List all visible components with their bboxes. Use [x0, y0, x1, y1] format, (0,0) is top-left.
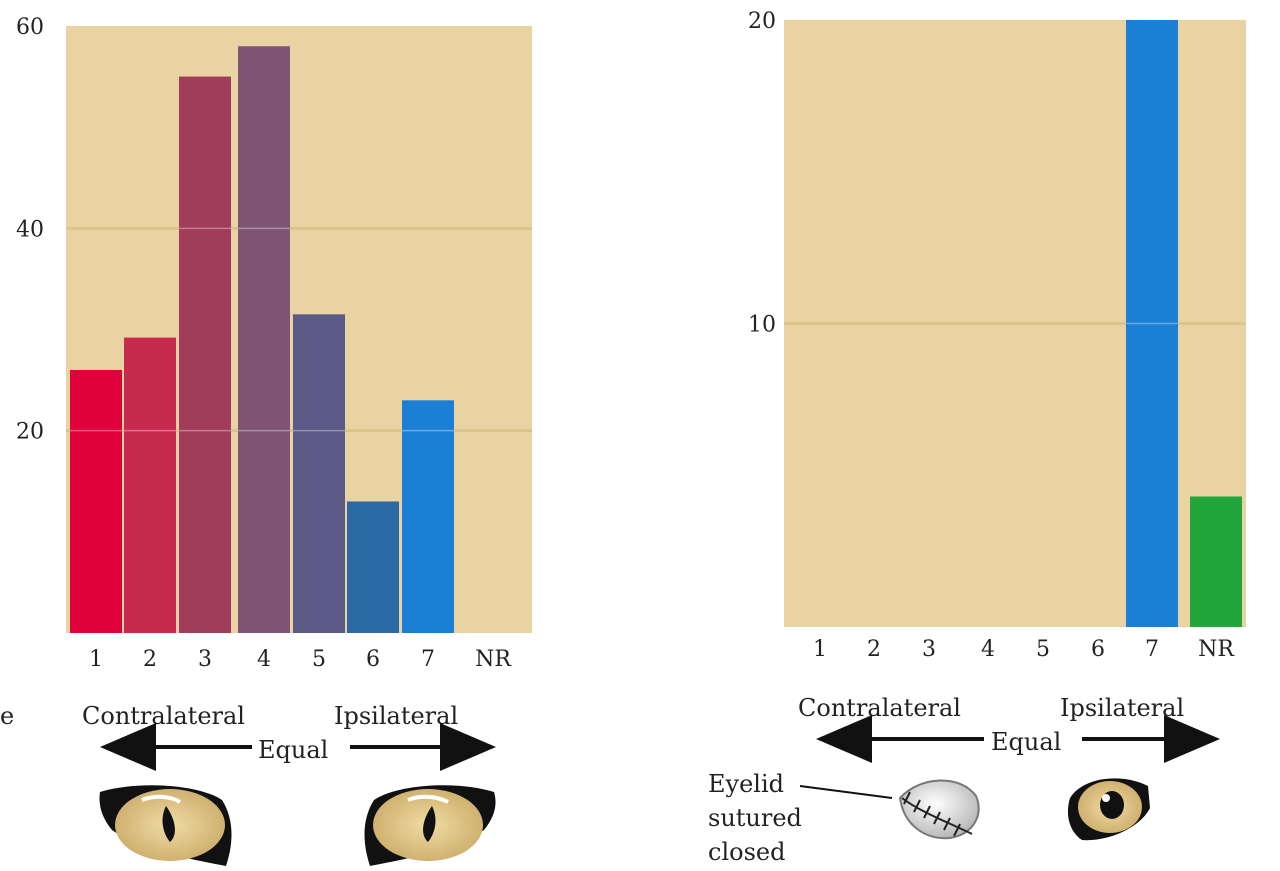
eyelid-pointer-line: [799, 785, 893, 799]
right-x-tick-4: 4: [981, 637, 995, 662]
left-x-tick-7: 7: [421, 647, 435, 672]
left-bar-3: [179, 76, 231, 634]
left-x-tick-5: 5: [312, 647, 326, 672]
left-y-tick-60: 60: [16, 15, 44, 40]
left-x-tick-2: 2: [143, 647, 157, 672]
left-x-tick-1: 1: [89, 647, 103, 672]
eyelid-note-line-2: sutured: [708, 804, 802, 832]
right-y-tick-10: 10: [748, 313, 776, 338]
right-x-tick-7: 7: [1145, 637, 1159, 662]
right-y-tick-20: 20: [748, 9, 776, 34]
left-bar-4: [238, 46, 290, 633]
right-x-tick-1: 1: [813, 637, 827, 662]
left-edge-fragment: e: [0, 702, 14, 730]
right-chart-panel: 10 20 1 2 3 4 5 6 7 NR: [748, 9, 1246, 662]
left-bar-5: [293, 314, 345, 633]
right-bar-7: [1126, 20, 1178, 627]
left-equal-label: Equal: [258, 736, 328, 764]
right-ipsilateral-label: Ipsilateral: [1060, 694, 1184, 722]
right-x-tick-6: 6: [1091, 637, 1105, 662]
right-contralateral-label: Contralateral: [798, 694, 961, 722]
left-y-tick-20: 20: [16, 420, 44, 445]
left-ipsilateral-label: Ipsilateral: [334, 702, 458, 730]
left-bar-6: [347, 501, 399, 633]
left-contralateral-label: Contralateral: [82, 702, 245, 730]
right-bar-NR: [1190, 496, 1242, 627]
left-chart-panel: 20 40 60 1 2 3 4 5 6 7 NR: [16, 15, 532, 672]
right-x-tick-2: 2: [867, 637, 881, 662]
left-bar-7: [402, 400, 454, 633]
right-x-tick-NR: NR: [1198, 637, 1235, 662]
left-bar-2: [124, 337, 176, 633]
left-open-eye-icon: [99, 785, 232, 866]
eyelid-note-line-1: Eyelid: [708, 770, 784, 798]
left-x-tick-4: 4: [257, 647, 271, 672]
right-x-tick-3: 3: [922, 637, 936, 662]
right-x-tick-5: 5: [1036, 637, 1050, 662]
left-y-tick-40: 40: [16, 217, 44, 242]
right-open-eye-icon: [364, 785, 496, 866]
right-equal-label: Equal: [991, 728, 1061, 756]
eyelid-note-line-3: closed: [708, 838, 785, 866]
left-x-tick-6: 6: [366, 647, 380, 672]
sutured-eye-icon: [898, 779, 980, 840]
left-bar-1: [70, 369, 122, 633]
left-x-tick-NR: NR: [475, 647, 512, 672]
open-eye-icon: [1067, 778, 1150, 841]
left-x-tick-3: 3: [198, 647, 212, 672]
